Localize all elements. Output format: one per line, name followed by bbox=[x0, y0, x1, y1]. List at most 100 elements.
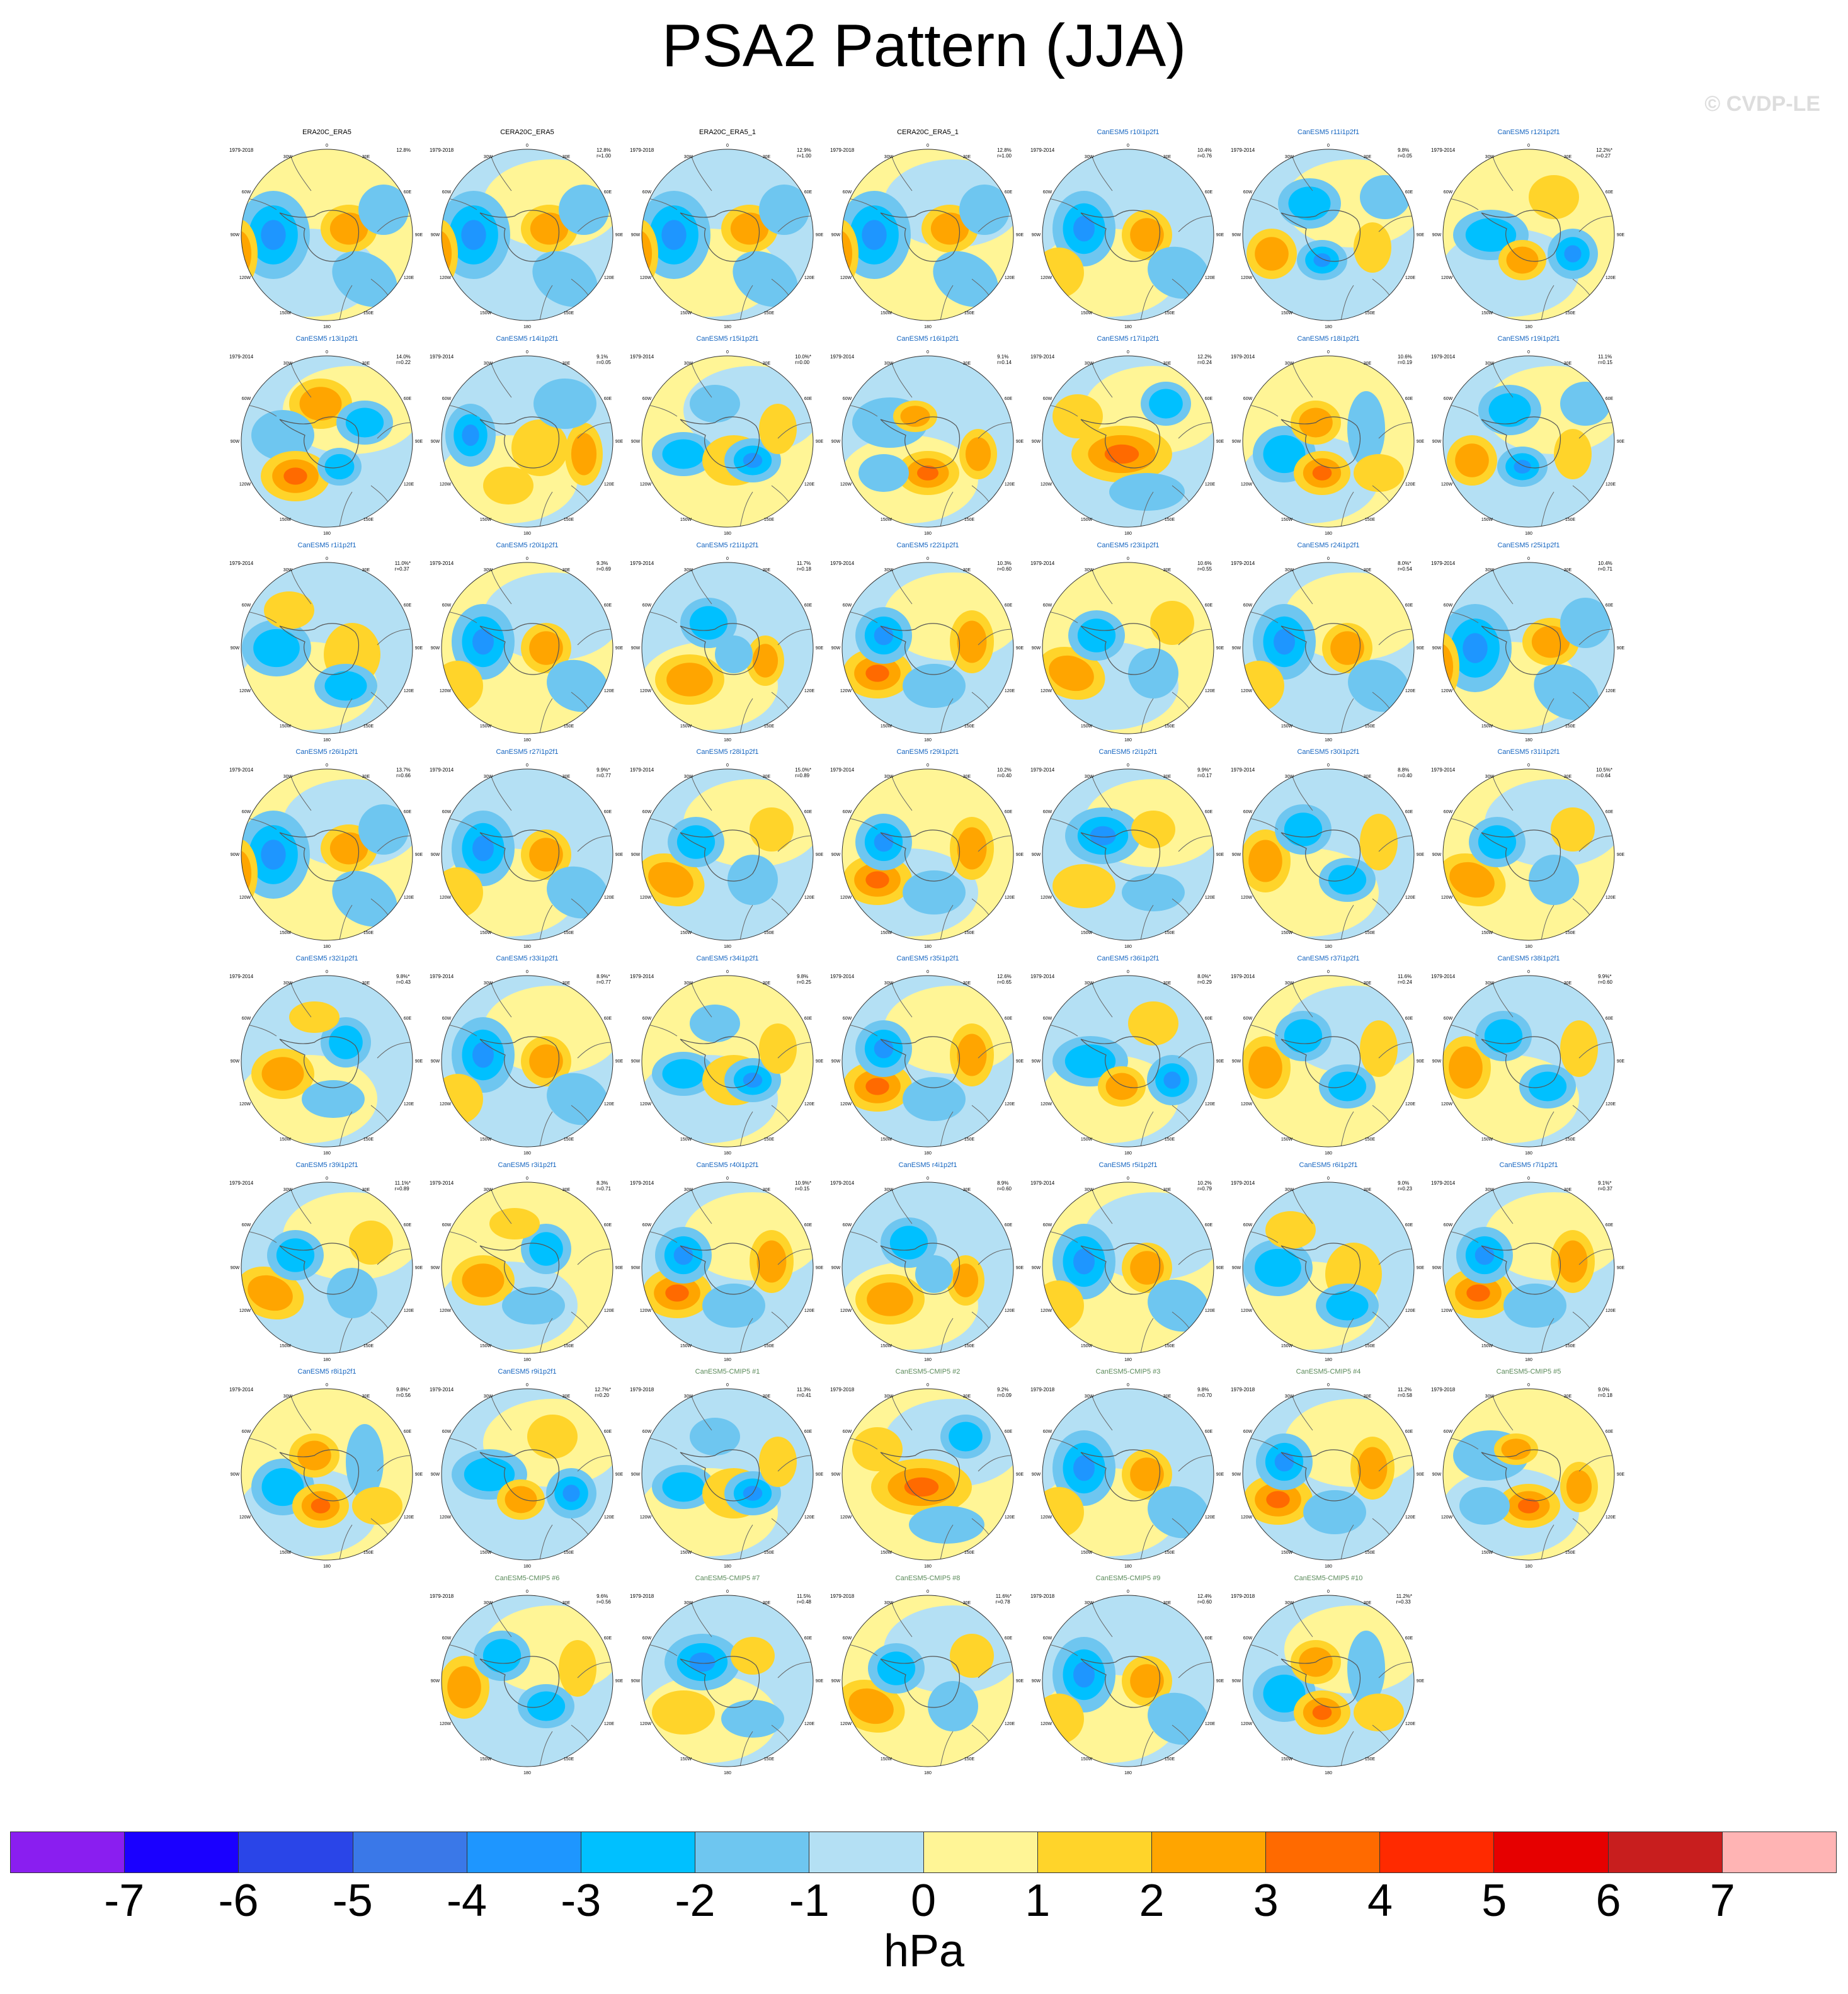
longitude-label: 60W bbox=[843, 810, 852, 814]
panel-correlation: r=0.37 bbox=[394, 566, 409, 572]
panel-variance-pct: 10.4% bbox=[1197, 147, 1212, 153]
panel-years: 1979-2014 bbox=[630, 354, 654, 360]
map-panel: CanESM5 r16i1p2f1 1979-2014 9.1% r=0.14 0 30W… bbox=[828, 335, 1028, 536]
polar-stereographic-map: 0 30W 60W 90W 120W 150W 180 150E 120E 90E 60E 30E bbox=[1032, 970, 1224, 1156]
longitude-label: 30W bbox=[884, 1601, 894, 1605]
longitude-label: 120E bbox=[1405, 482, 1416, 487]
longitude-label: 90E bbox=[1617, 1059, 1625, 1064]
colorbar-tick-label: 1 bbox=[1025, 1876, 1051, 1926]
map-panel: CanESM5 r2i1p2f1 1979-2014 9.9%* r=0.17 0 30W… bbox=[1028, 748, 1228, 949]
negative-anomaly-contour bbox=[346, 1424, 384, 1500]
longitude-label: 60W bbox=[843, 1636, 852, 1641]
positive-anomaly-contour bbox=[1354, 454, 1404, 492]
longitude-label: 120E bbox=[804, 1722, 815, 1726]
map-boundary bbox=[641, 1182, 814, 1354]
longitude-label: 30W bbox=[1485, 1394, 1495, 1399]
longitude-label: 90E bbox=[615, 1473, 624, 1477]
polar-stereographic-map: 0 30W 60W 90W 120W 150W 180 150E 120E 90E 60E 30E bbox=[1032, 557, 1224, 743]
negative-anomaly-contour bbox=[1064, 1044, 1116, 1078]
negative-anomaly-contour bbox=[358, 804, 409, 855]
negative-anomaly-contour bbox=[862, 220, 887, 250]
longitude-label: 180 bbox=[523, 1358, 531, 1362]
longitude-label: 150E bbox=[964, 1344, 975, 1348]
polar-stereographic-map: 0 30W 60W 90W 120W 150W 180 150E 120E 90E 60E 30E bbox=[631, 144, 824, 329]
panel-stats: 10.2% r=0.40 bbox=[997, 767, 1012, 778]
polar-stereographic-map: 0 30W 60W 90W 120W 150W 180 150E 120E 90E 60E 30E bbox=[231, 1383, 423, 1569]
negative-anomaly-contour bbox=[1073, 1661, 1095, 1688]
longitude-label: 30W bbox=[1485, 155, 1495, 159]
polar-stereographic-map: 0 30W 60W 90W 120W 150W 180 150E 120E 90E 60E 30E bbox=[431, 763, 624, 949]
longitude-label: 60E bbox=[604, 1636, 612, 1641]
coastline bbox=[279, 1036, 360, 1088]
longitude-label: 180 bbox=[1124, 325, 1132, 329]
map-boundary bbox=[1042, 1182, 1214, 1354]
colorbar-tick-label: -5 bbox=[332, 1876, 373, 1926]
longitude-label: 90E bbox=[816, 646, 824, 651]
coastline bbox=[479, 623, 560, 675]
map-boundary bbox=[241, 1182, 413, 1354]
longitude-label: 60E bbox=[1205, 1017, 1213, 1021]
panel-variance-pct: 10.0%* bbox=[795, 354, 811, 360]
positive-anomaly-contour bbox=[1506, 246, 1539, 274]
longitude-label: 90E bbox=[816, 440, 824, 444]
longitude-label: 120W bbox=[1041, 896, 1052, 900]
longitude-label: 30E bbox=[362, 1394, 370, 1399]
longitude-label: 90W bbox=[1432, 1473, 1442, 1477]
longitude-label: 60E bbox=[1405, 397, 1413, 401]
longitude-label: 30E bbox=[562, 362, 571, 366]
negative-anomaly-contour bbox=[1560, 382, 1611, 426]
longitude-label: 30E bbox=[963, 155, 971, 159]
longitude-label: 180 bbox=[724, 1151, 731, 1156]
panel-years: 1979-2018 bbox=[630, 1387, 654, 1393]
panel-years: 1979-2014 bbox=[1231, 767, 1255, 773]
coastline bbox=[1443, 149, 1614, 321]
panel-variance-pct: 12.4% bbox=[1197, 1593, 1212, 1599]
longitude-label: 60E bbox=[1405, 810, 1413, 814]
map-boundary bbox=[1442, 562, 1615, 734]
longitude-label: 90E bbox=[1617, 646, 1625, 651]
longitude-label: 120W bbox=[640, 689, 652, 693]
longitude-label: 90W bbox=[231, 1473, 240, 1477]
longitude-label: 90E bbox=[1016, 1059, 1024, 1064]
panel-years: 1979-2014 bbox=[229, 767, 254, 773]
longitude-label: 90W bbox=[831, 233, 841, 237]
panel-title: CanESM5 r15i1p2f1 bbox=[696, 335, 759, 343]
longitude-label: 120E bbox=[1205, 1722, 1216, 1726]
negative-anomaly-contour bbox=[1073, 215, 1095, 242]
longitude-label: 0 bbox=[927, 1590, 929, 1594]
longitude-label: 150E bbox=[363, 1137, 374, 1142]
longitude-label: 90E bbox=[1417, 853, 1425, 857]
coastline bbox=[442, 356, 613, 527]
negative-anomaly-contour bbox=[276, 1238, 315, 1272]
longitude-label: 0 bbox=[726, 1176, 729, 1181]
longitude-label: 30W bbox=[283, 1394, 293, 1399]
longitude-label: 120E bbox=[1205, 896, 1216, 900]
longitude-label: 90E bbox=[1216, 233, 1224, 237]
panel-correlation: r=0.19 bbox=[1398, 360, 1412, 365]
longitude-label: 180 bbox=[724, 1771, 731, 1775]
negative-anomaly-contour bbox=[1148, 1486, 1209, 1539]
colorbar-swatch bbox=[1266, 1832, 1381, 1872]
longitude-label: 120E bbox=[1405, 1309, 1416, 1313]
longitude-label: 150W bbox=[1481, 1551, 1493, 1555]
longitude-label: 60E bbox=[1405, 190, 1413, 195]
panel-title: CanESM5 r35i1p2f1 bbox=[896, 955, 959, 962]
longitude-label: 120E bbox=[604, 1722, 615, 1726]
panel-stats: 10.6% r=0.55 bbox=[1197, 561, 1212, 572]
longitude-label: 60E bbox=[1606, 810, 1614, 814]
panel-correlation: r=0.77 bbox=[596, 979, 611, 985]
longitude-label: 30E bbox=[1364, 1394, 1372, 1399]
panel-years: 1979-2014 bbox=[430, 974, 454, 979]
panel-correlation: r=0.22 bbox=[396, 360, 411, 365]
polar-stereographic-map: 0 30W 60W 90W 120W 150W 180 150E 120E 90E 60E 30E bbox=[1432, 144, 1625, 329]
panel-stats: 9.0% r=0.23 bbox=[1398, 1180, 1412, 1192]
longitude-label: 90W bbox=[631, 233, 641, 237]
negative-anomaly-contour bbox=[1503, 1284, 1566, 1328]
negative-anomaly-contour bbox=[915, 1255, 953, 1293]
longitude-label: 0 bbox=[726, 350, 729, 355]
longitude-label: 180 bbox=[1124, 532, 1132, 536]
longitude-label: 120W bbox=[1241, 1309, 1253, 1313]
panel-stats: 10.4% r=0.71 bbox=[1598, 561, 1612, 572]
panel-stats: 9.8%* r=0.43 bbox=[396, 974, 411, 985]
panel-variance-pct: 12.8% bbox=[596, 147, 611, 153]
